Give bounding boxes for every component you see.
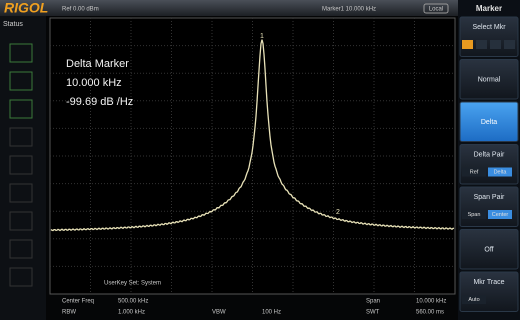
menu-button-label: Off (484, 247, 493, 254)
swt-label: SWT (366, 310, 380, 316)
menu-button-label: Span Pair (474, 194, 505, 201)
option-label: Delta (494, 169, 508, 175)
menu-button-bg (459, 101, 519, 142)
footer: Center Freq 500.00 kHz RBW 1.000 kHz VBW… (62, 299, 446, 316)
menu-button-bg (459, 229, 519, 270)
status-bar (0, 16, 46, 320)
marker-frequency: 10.000 kHz (66, 77, 122, 89)
menu-button-label: Delta Pair (474, 151, 505, 158)
user-key: UserKey Set: System (104, 281, 161, 287)
option-label: Center (492, 212, 509, 218)
marker-value: -99.69 dB /Hz (66, 96, 133, 108)
option-box (462, 210, 486, 219)
status-label: Status (3, 21, 23, 28)
option-box (488, 210, 512, 219)
status-icon (9, 211, 33, 231)
marker-slot (476, 40, 487, 49)
center-label: Center Freq (62, 299, 94, 305)
status-icon (9, 43, 33, 63)
rbw-label: RBW (62, 310, 76, 316)
menu-button-label: Mkr Trace (473, 279, 504, 286)
marker-readout: Marker1 10.000 kHz (322, 7, 376, 13)
menu-button[interactable]: Mkr Trace Auto (459, 271, 519, 312)
option-label: Auto (468, 297, 479, 303)
marker-slot (490, 40, 501, 49)
status-icon (9, 239, 33, 259)
swt-value: 560.00 ms (416, 310, 444, 316)
status-icons (9, 43, 33, 287)
menu-button-bg (459, 59, 519, 100)
ref-level: Ref 0.00 dBm (62, 7, 99, 13)
status-icon (9, 127, 33, 147)
option-label: Ref (470, 169, 479, 175)
menu-button-label: Normal (478, 77, 501, 84)
trace-marker: 1 (260, 33, 264, 40)
option-label: Span (468, 212, 481, 218)
logo: RIGOL (4, 0, 48, 16)
status-icon (9, 155, 33, 175)
menu-button-label: Delta (481, 119, 497, 126)
menu-button[interactable]: Delta Pair Ref Delta (459, 144, 519, 185)
trace (50, 39, 455, 232)
status-icon (9, 99, 33, 119)
menu-button[interactable]: Delta (459, 101, 519, 142)
menu-button[interactable]: Off (459, 229, 519, 270)
top-bar (0, 0, 458, 16)
grid (50, 18, 455, 294)
status-icon (9, 71, 33, 91)
option-box (488, 167, 512, 177)
marker-title: Delta Marker (66, 58, 129, 70)
span-value: 10.000 kHz (416, 299, 446, 305)
menu-title: Marker (476, 4, 502, 13)
status-icon (9, 183, 33, 203)
vbw-value: 100 Hz (262, 310, 281, 316)
menu-button[interactable]: Normal (459, 59, 519, 100)
option-box (462, 295, 486, 304)
span-label: Span (366, 299, 380, 305)
center-value: 500.00 kHz (118, 299, 148, 305)
marker-slot (504, 40, 515, 49)
rbw-value: 1.000 kHz (118, 310, 145, 316)
option-box (462, 167, 486, 177)
menu-button-label: Select Mkr (472, 24, 506, 31)
status-icon (9, 267, 33, 287)
menu: Select Mkr Normal Delta Delta Pair Ref Delta S… (459, 16, 519, 312)
menu-button-bg (459, 16, 519, 57)
vbw-label: VBW (212, 310, 226, 316)
local-label: Local (429, 7, 443, 13)
menu-button[interactable]: Span Pair Span Center (459, 186, 519, 227)
trace-marker: 2 (336, 209, 340, 216)
menu-button[interactable]: Select Mkr (459, 16, 519, 57)
local-box (423, 3, 449, 14)
marker-slot (462, 40, 473, 49)
